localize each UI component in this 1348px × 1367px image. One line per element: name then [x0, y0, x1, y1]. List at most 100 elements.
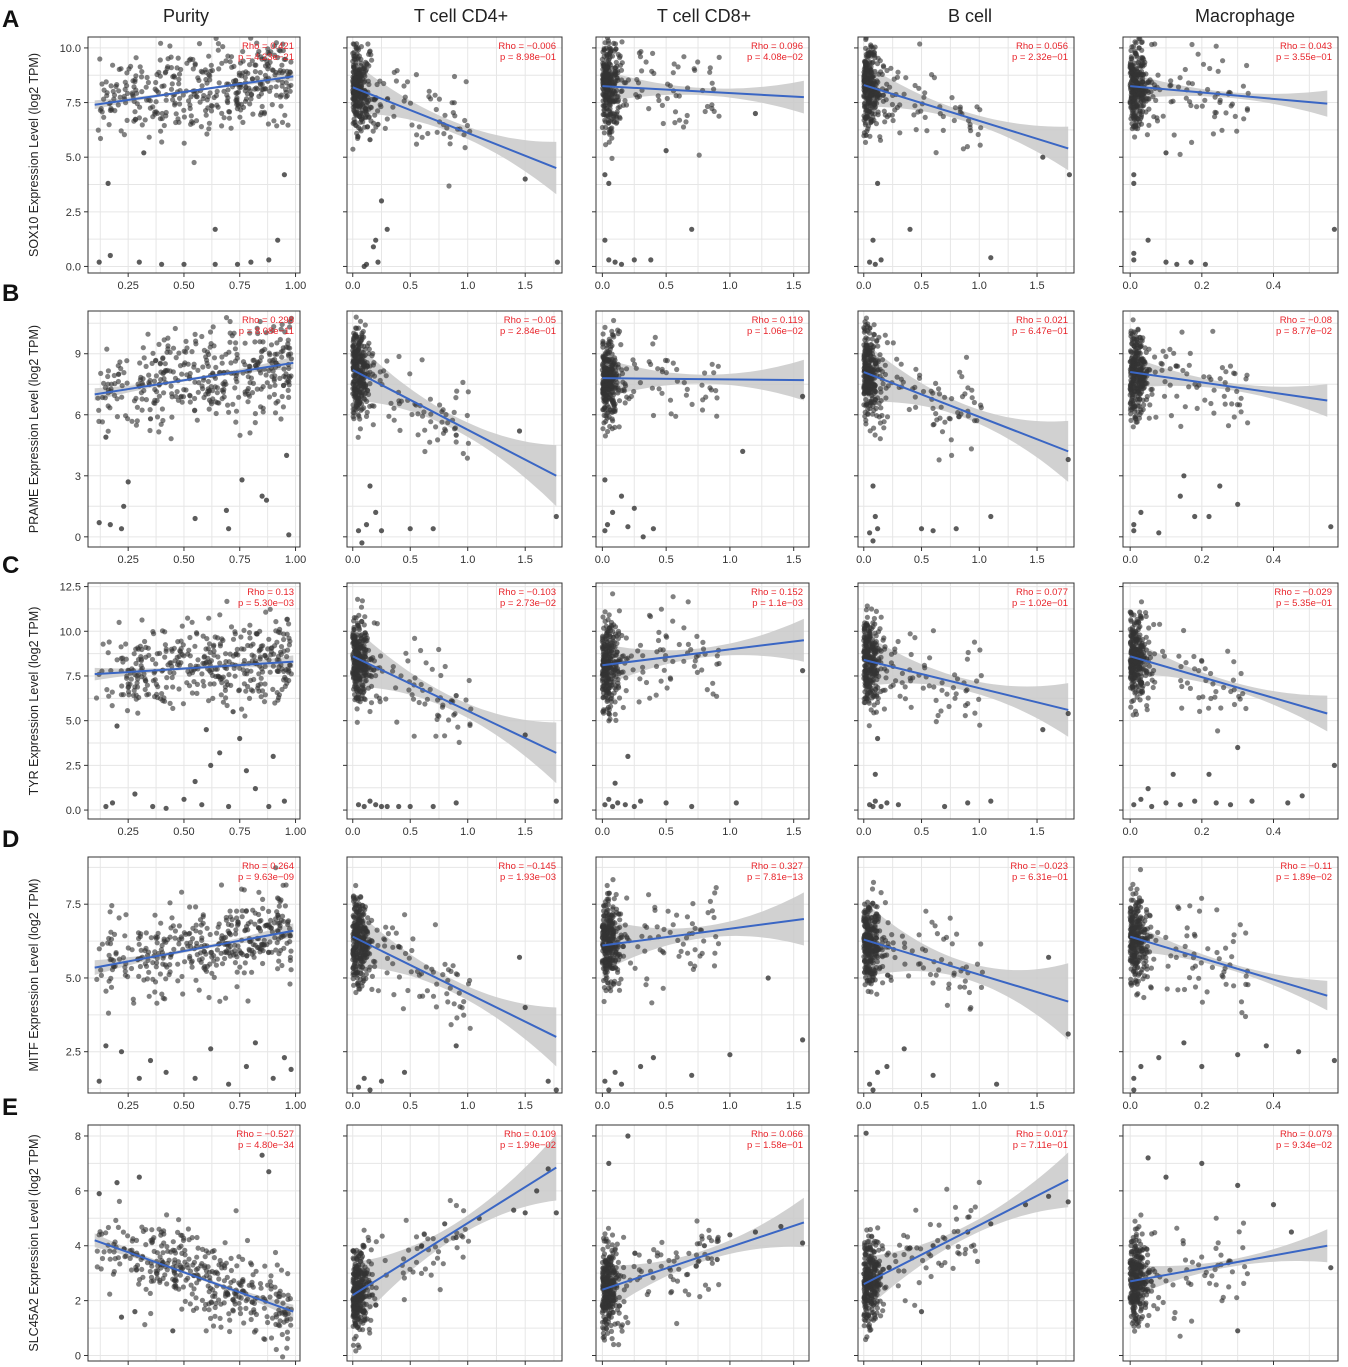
data-point [924, 128, 930, 134]
data-points [95, 37, 294, 267]
data-point [143, 363, 149, 369]
data-point [363, 261, 370, 267]
data-point [355, 622, 361, 629]
data-point [390, 664, 396, 670]
data-point [367, 483, 373, 489]
data-point [353, 325, 359, 331]
data-point [200, 377, 207, 383]
data-point [274, 340, 280, 346]
data-point [141, 671, 147, 677]
y-tick-label: 10.0 [60, 626, 81, 638]
data-point [263, 330, 269, 336]
data-point [272, 351, 278, 357]
data-point [162, 654, 168, 660]
data-point [373, 802, 379, 808]
data-point [267, 352, 273, 358]
data-point [375, 259, 381, 265]
data-point [163, 648, 169, 654]
data-point [372, 97, 378, 103]
data-point [602, 117, 608, 123]
data-point [242, 671, 248, 677]
x-tick-label: 0.0 [595, 554, 610, 566]
data-point [135, 381, 141, 387]
data-point [676, 117, 683, 123]
data-point [931, 421, 937, 427]
data-point [861, 78, 867, 84]
data-point [146, 691, 152, 697]
data-point [283, 56, 289, 62]
data-point [211, 355, 218, 361]
data-point [228, 360, 234, 366]
data-point [266, 394, 273, 400]
data-point [864, 104, 870, 110]
data-point [381, 80, 387, 87]
y-tick-label: 0.0 [66, 805, 81, 817]
data-point [445, 420, 451, 426]
data-point [922, 90, 928, 96]
data-point [283, 94, 289, 100]
data-point [271, 118, 277, 124]
data-point [257, 69, 263, 76]
rho-label: Rho = −0.05 [504, 315, 556, 326]
data-point [1131, 180, 1137, 186]
data-point [281, 366, 287, 372]
data-point [139, 69, 145, 75]
data-point [110, 62, 116, 68]
data-point [870, 78, 877, 84]
data-point [109, 689, 115, 695]
data-point [354, 632, 360, 638]
data-point [1163, 353, 1169, 360]
data-point [607, 129, 613, 135]
data-point [605, 93, 611, 99]
data-point [368, 104, 374, 111]
data-point [398, 673, 404, 679]
data-point [213, 364, 219, 370]
data-point [938, 404, 944, 410]
data-point [196, 41, 203, 47]
data-point [106, 693, 112, 699]
data-point [207, 90, 213, 96]
data-point [203, 727, 209, 733]
data-point [141, 150, 147, 156]
rho-label: Rho = 0.13 [247, 587, 294, 598]
data-point [358, 636, 365, 642]
data-point [377, 377, 383, 384]
data-point [357, 653, 363, 659]
data-point [685, 85, 691, 91]
data-point [219, 123, 225, 129]
data-point [462, 145, 468, 151]
data-point [603, 392, 609, 398]
data-point [279, 321, 285, 327]
data-point [206, 698, 212, 704]
data-point [422, 701, 428, 707]
data-point [1328, 524, 1334, 530]
regression-line [602, 377, 804, 382]
data-point [936, 386, 942, 392]
data-point [396, 401, 402, 407]
data-point [616, 424, 622, 430]
data-point [133, 73, 139, 79]
data-point [673, 413, 679, 419]
data-point [286, 642, 292, 648]
data-point [242, 713, 248, 719]
data-point [1145, 95, 1151, 102]
data-point [1135, 385, 1141, 391]
data-point [254, 75, 260, 81]
data-point [894, 374, 900, 380]
rho-label: Rho = 0.119 [752, 315, 803, 326]
data-point [1129, 340, 1135, 346]
data-point [1168, 82, 1174, 88]
data-point [252, 69, 258, 75]
data-point [663, 370, 669, 376]
data-point [862, 89, 868, 95]
data-point [1160, 348, 1166, 354]
data-point [861, 352, 868, 358]
data-point [676, 93, 682, 99]
data-point [353, 111, 359, 117]
data-point [376, 695, 382, 701]
data-point [355, 596, 361, 602]
data-point [206, 126, 212, 132]
data-point [1130, 362, 1136, 369]
data-point [224, 598, 230, 605]
